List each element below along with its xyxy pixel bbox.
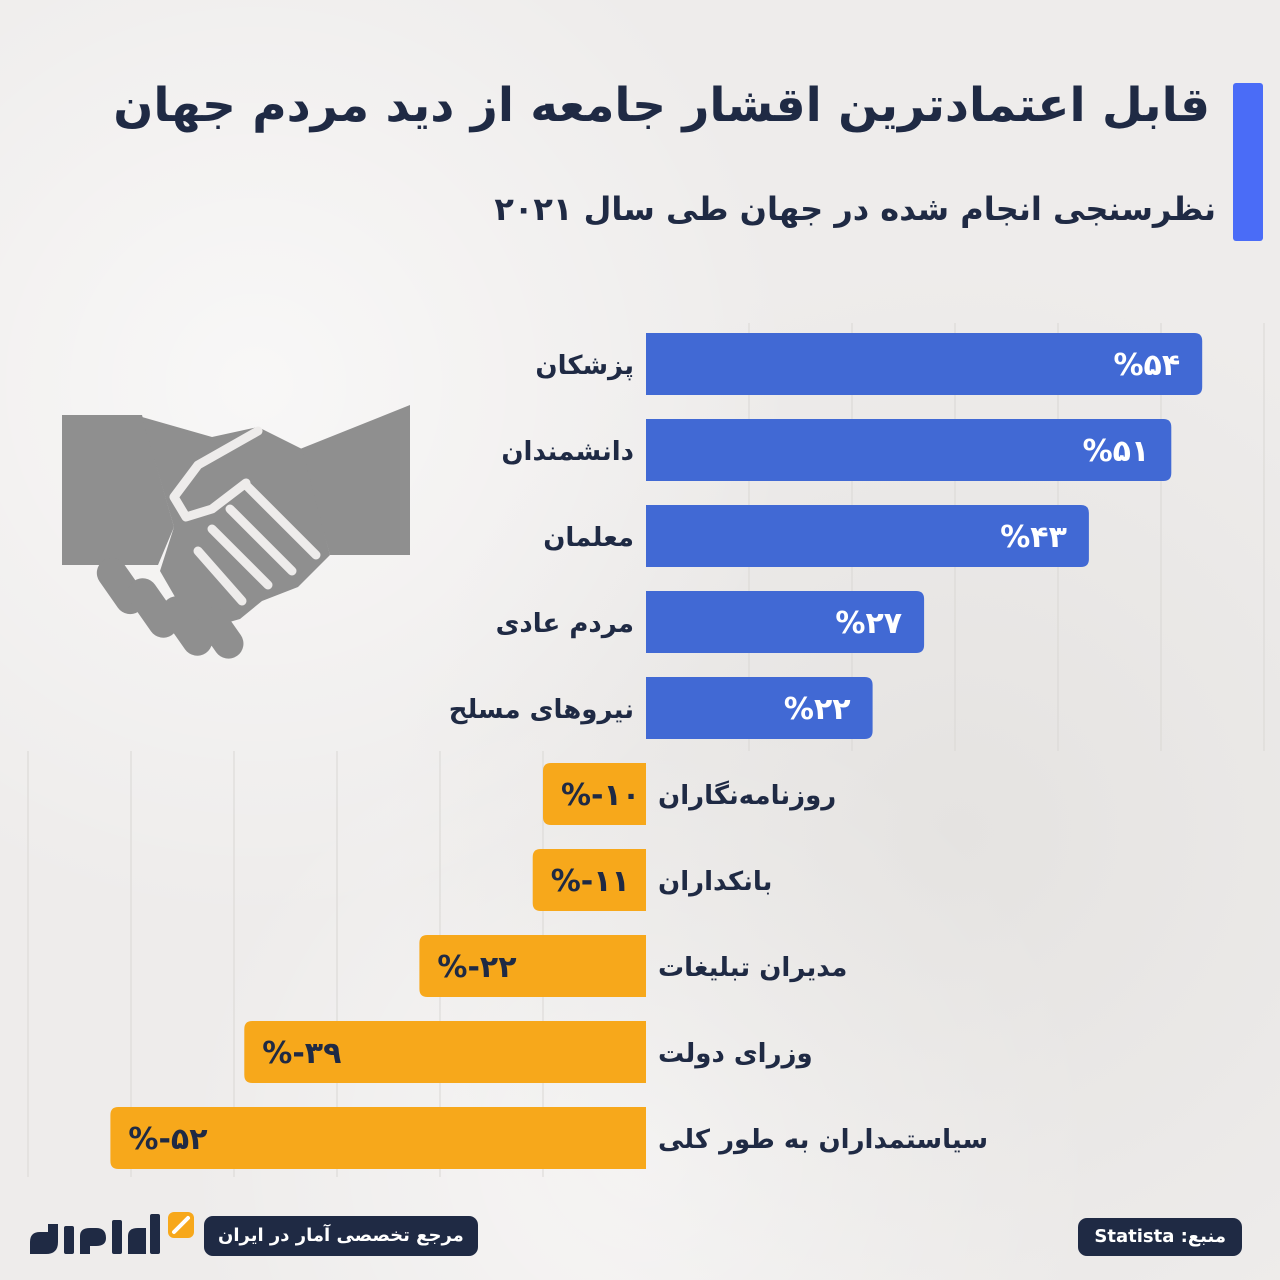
title-accent-bar — [1233, 83, 1263, 241]
category-label: بانکداران — [658, 867, 772, 897]
reference-badge: مرجع تخصصی آمار در ایران — [204, 1216, 478, 1256]
bar — [646, 591, 925, 653]
bar — [543, 763, 646, 825]
value-label: %۴۳ — [1000, 520, 1067, 555]
value-label: %-۳۹ — [262, 1036, 341, 1071]
source-badge: منبع: Statista — [1078, 1218, 1242, 1256]
bar — [646, 505, 1089, 567]
category-label: روزنامه‌نگاران — [658, 780, 836, 811]
category-label: نیروهای مسلح — [449, 695, 634, 725]
value-label: %-۵۲ — [128, 1122, 207, 1157]
logo — [30, 1212, 194, 1254]
category-label: معلمان — [543, 523, 634, 553]
bar — [244, 1021, 647, 1083]
value-label: %۲۲ — [784, 692, 851, 727]
bar — [646, 419, 1172, 481]
value-label: %۵۴ — [1114, 348, 1181, 383]
category-label: سیاستمداران به طور کلی — [658, 1125, 988, 1155]
page-title: قابل اعتمادترین اقشار جامعه از دید مردم … — [113, 78, 1210, 133]
category-label: وزرای دولت — [658, 1039, 813, 1069]
category-label: مدیران تبلیغات — [658, 953, 847, 983]
category-label: پزشکان — [535, 351, 634, 381]
bar — [419, 935, 646, 997]
bar-chart: %۵۴ پزشکان %۵۱ دانشمندان %۴۳ معلمان %۲۷ مردم عا… — [27, 323, 1265, 1177]
page-subtitle: نظرسنجی انجام شده در جهان طی سال ۲۰۲۱ — [494, 190, 1216, 228]
value-label: %-۱۱ — [551, 864, 630, 899]
category-label: دانشمندان — [501, 437, 634, 467]
bar — [532, 849, 646, 911]
value-label: %۲۷ — [835, 606, 902, 641]
value-label: %-۱۰ — [561, 778, 640, 813]
value-label: %-۲۲ — [437, 950, 516, 985]
handshake-icon — [62, 405, 410, 659]
bar — [646, 677, 873, 739]
bar — [646, 333, 1203, 395]
bar — [110, 1107, 646, 1169]
value-label: %۵۱ — [1083, 434, 1150, 469]
category-label: مردم عادی — [496, 609, 634, 639]
